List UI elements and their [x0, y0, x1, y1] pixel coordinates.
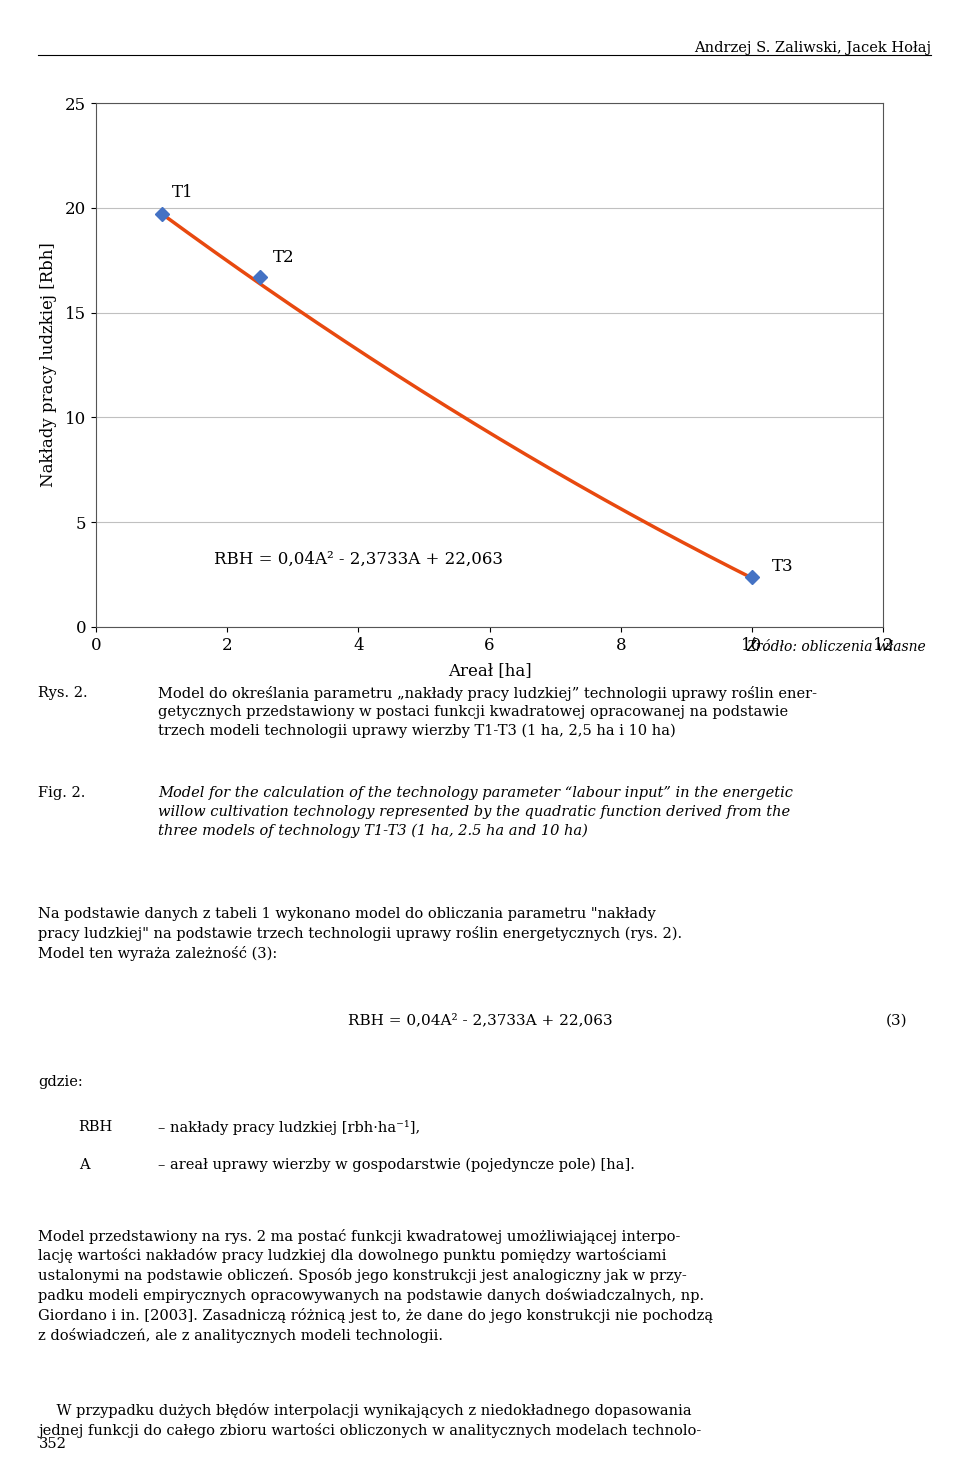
Text: – nakłady pracy ludzkiej [rbh·ha⁻¹],: – nakłady pracy ludzkiej [rbh·ha⁻¹],: [158, 1120, 420, 1134]
Text: Model do określania parametru „nakłady pracy ludzkiej” technologii uprawy roślin: Model do określania parametru „nakłady p…: [158, 686, 817, 738]
Y-axis label: Nakłady pracy ludzkiej [Rbh]: Nakłady pracy ludzkiej [Rbh]: [39, 243, 57, 487]
Text: W przypadku dużych błędów interpolacji wynikających z niedokładnego dopasowania
: W przypadku dużych błędów interpolacji w…: [38, 1403, 702, 1438]
Text: Andrzej S. Zaliwski, Jacek Hołaj: Andrzej S. Zaliwski, Jacek Hołaj: [694, 41, 931, 55]
Text: A: A: [79, 1158, 89, 1171]
Text: gdzie:: gdzie:: [38, 1075, 84, 1089]
Text: RBH = 0,04A² - 2,3733A + 22,063: RBH = 0,04A² - 2,3733A + 22,063: [348, 1013, 612, 1027]
Text: RBH: RBH: [79, 1120, 113, 1133]
Text: Model przedstawiony na rys. 2 ma postać funkcji kwadratowej umożliwiającej inter: Model przedstawiony na rys. 2 ma postać …: [38, 1229, 713, 1342]
Text: – areał uprawy wierzby w gospodarstwie (pojedyncze pole) [ha].: – areał uprawy wierzby w gospodarstwie (…: [158, 1158, 636, 1173]
Text: Rys. 2.: Rys. 2.: [38, 686, 88, 699]
Text: Fig. 2.: Fig. 2.: [38, 786, 85, 799]
Text: T1: T1: [172, 184, 193, 201]
Text: T3: T3: [772, 558, 793, 575]
Text: 352: 352: [38, 1438, 66, 1451]
Text: T2: T2: [273, 249, 295, 266]
Text: Źródło: obliczenia własne: Źródło: obliczenia własne: [747, 640, 926, 653]
Text: Model for the calculation of the technology parameter “labour input” in the ener: Model for the calculation of the technol…: [158, 786, 793, 838]
Text: (3): (3): [885, 1013, 907, 1027]
Text: Na podstawie danych z tabeli 1 wykonano model do obliczania parametru "nakłady
p: Na podstawie danych z tabeli 1 wykonano …: [38, 907, 683, 960]
X-axis label: Areał [ha]: Areał [ha]: [447, 662, 532, 678]
Text: RBH = 0,04A² - 2,3733A + 22,063: RBH = 0,04A² - 2,3733A + 22,063: [214, 552, 503, 568]
